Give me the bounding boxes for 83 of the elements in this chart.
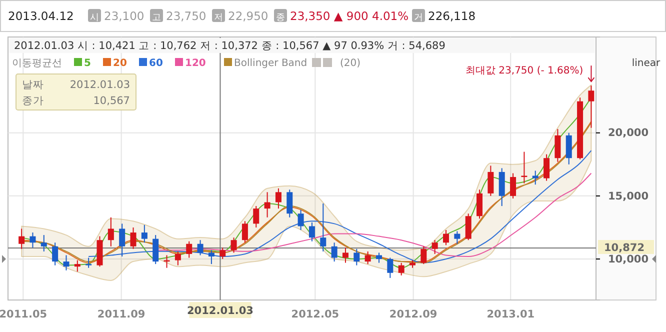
candlestick	[220, 247, 226, 260]
candlestick	[364, 250, 371, 265]
candlestick	[130, 226, 136, 250]
text: 23,350 ▲ 900 4.01%	[290, 9, 409, 23]
candlestick	[331, 242, 338, 262]
x-tick-label: 2013.01	[486, 308, 535, 320]
candlestick	[588, 85, 594, 128]
legend-label: 20	[113, 58, 127, 69]
annotation: 2012.01.03 시 : 10,421 고 : 10,762 저 : 10,372 종 : 10,567 ▲ 97 0.93% 거 : 54,689	[14, 40, 446, 52]
candlestick	[174, 250, 181, 266]
legend-title: 이동평균선	[12, 58, 62, 69]
candlestick	[554, 128, 561, 162]
annotation: 종가	[22, 95, 44, 107]
text: linear	[632, 58, 662, 69]
candlestick	[566, 132, 572, 165]
annotation: (20)	[340, 58, 361, 69]
y-tick-label: 20,000	[608, 127, 649, 140]
text: 시	[90, 13, 99, 23]
legend-label: 5	[84, 58, 91, 69]
text: 고	[152, 13, 161, 23]
candlestick	[119, 223, 126, 257]
text: 23,100	[104, 9, 144, 23]
annotation: 날짜	[22, 79, 44, 91]
candlestick	[253, 206, 260, 228]
ref-line-label: 10,872	[604, 242, 645, 254]
annotation: 10,567	[93, 95, 130, 107]
candlestick	[432, 240, 438, 254]
line-series	[88, 150, 592, 264]
candlestick	[152, 234, 159, 265]
candlestick	[476, 189, 483, 220]
candlestick	[420, 246, 427, 265]
candlestick	[18, 228, 25, 250]
legend-label: 120	[185, 58, 206, 69]
text: 226,118	[428, 9, 476, 23]
candlestick	[63, 254, 70, 271]
candlestick	[298, 209, 304, 230]
y-tick-label: 15,000	[608, 190, 649, 202]
candlestick	[108, 216, 114, 247]
candlestick	[544, 154, 550, 182]
legend-label: 60	[149, 58, 163, 69]
annotation: 최대값 23,750 (- 1.68%)	[465, 66, 584, 77]
candlestick	[465, 213, 472, 241]
candlestick	[342, 247, 348, 264]
candlestick	[443, 229, 450, 246]
candlestick	[498, 168, 505, 207]
text: 거	[414, 13, 423, 23]
candlestick	[387, 257, 394, 278]
legend-label: Bollinger Band	[234, 58, 308, 69]
candlestick	[376, 252, 382, 264]
text: 23,750	[166, 9, 206, 23]
text: 22,950	[228, 9, 268, 23]
candlestick	[242, 220, 248, 244]
candlestick	[308, 222, 315, 242]
candlestick	[230, 237, 237, 254]
x-tick-label: 2011.09	[97, 308, 146, 320]
candlestick	[354, 248, 360, 266]
x-tick-label: 2012.05	[291, 308, 340, 320]
candlestick	[454, 230, 460, 244]
text: 저	[214, 13, 223, 23]
candlestick	[141, 224, 148, 244]
candlestick	[275, 188, 282, 210]
candlestick	[286, 189, 293, 218]
y-tick-label: 10,000	[608, 253, 649, 266]
candlestick	[74, 260, 80, 272]
candlestick	[40, 234, 47, 252]
annotation: 2012.01.03	[70, 79, 130, 91]
ref-line-label: 2012.01.03	[187, 305, 254, 317]
candlestick	[30, 232, 36, 248]
text: 종	[276, 13, 285, 23]
candlestick	[532, 170, 538, 186]
candlestick	[186, 240, 192, 258]
candlestick	[320, 203, 326, 252]
x-tick-label: 2012.09	[389, 308, 438, 320]
candlestick	[264, 192, 270, 218]
candlestick	[398, 262, 404, 276]
candlestick	[86, 257, 92, 268]
x-tick-label: 2011.05	[0, 308, 48, 320]
candlestick	[52, 242, 58, 266]
candlestick	[488, 165, 494, 196]
text: 2013.04.12	[8, 9, 74, 23]
candlestick	[510, 172, 516, 199]
candlestick	[197, 240, 204, 256]
candlestick	[208, 250, 214, 265]
